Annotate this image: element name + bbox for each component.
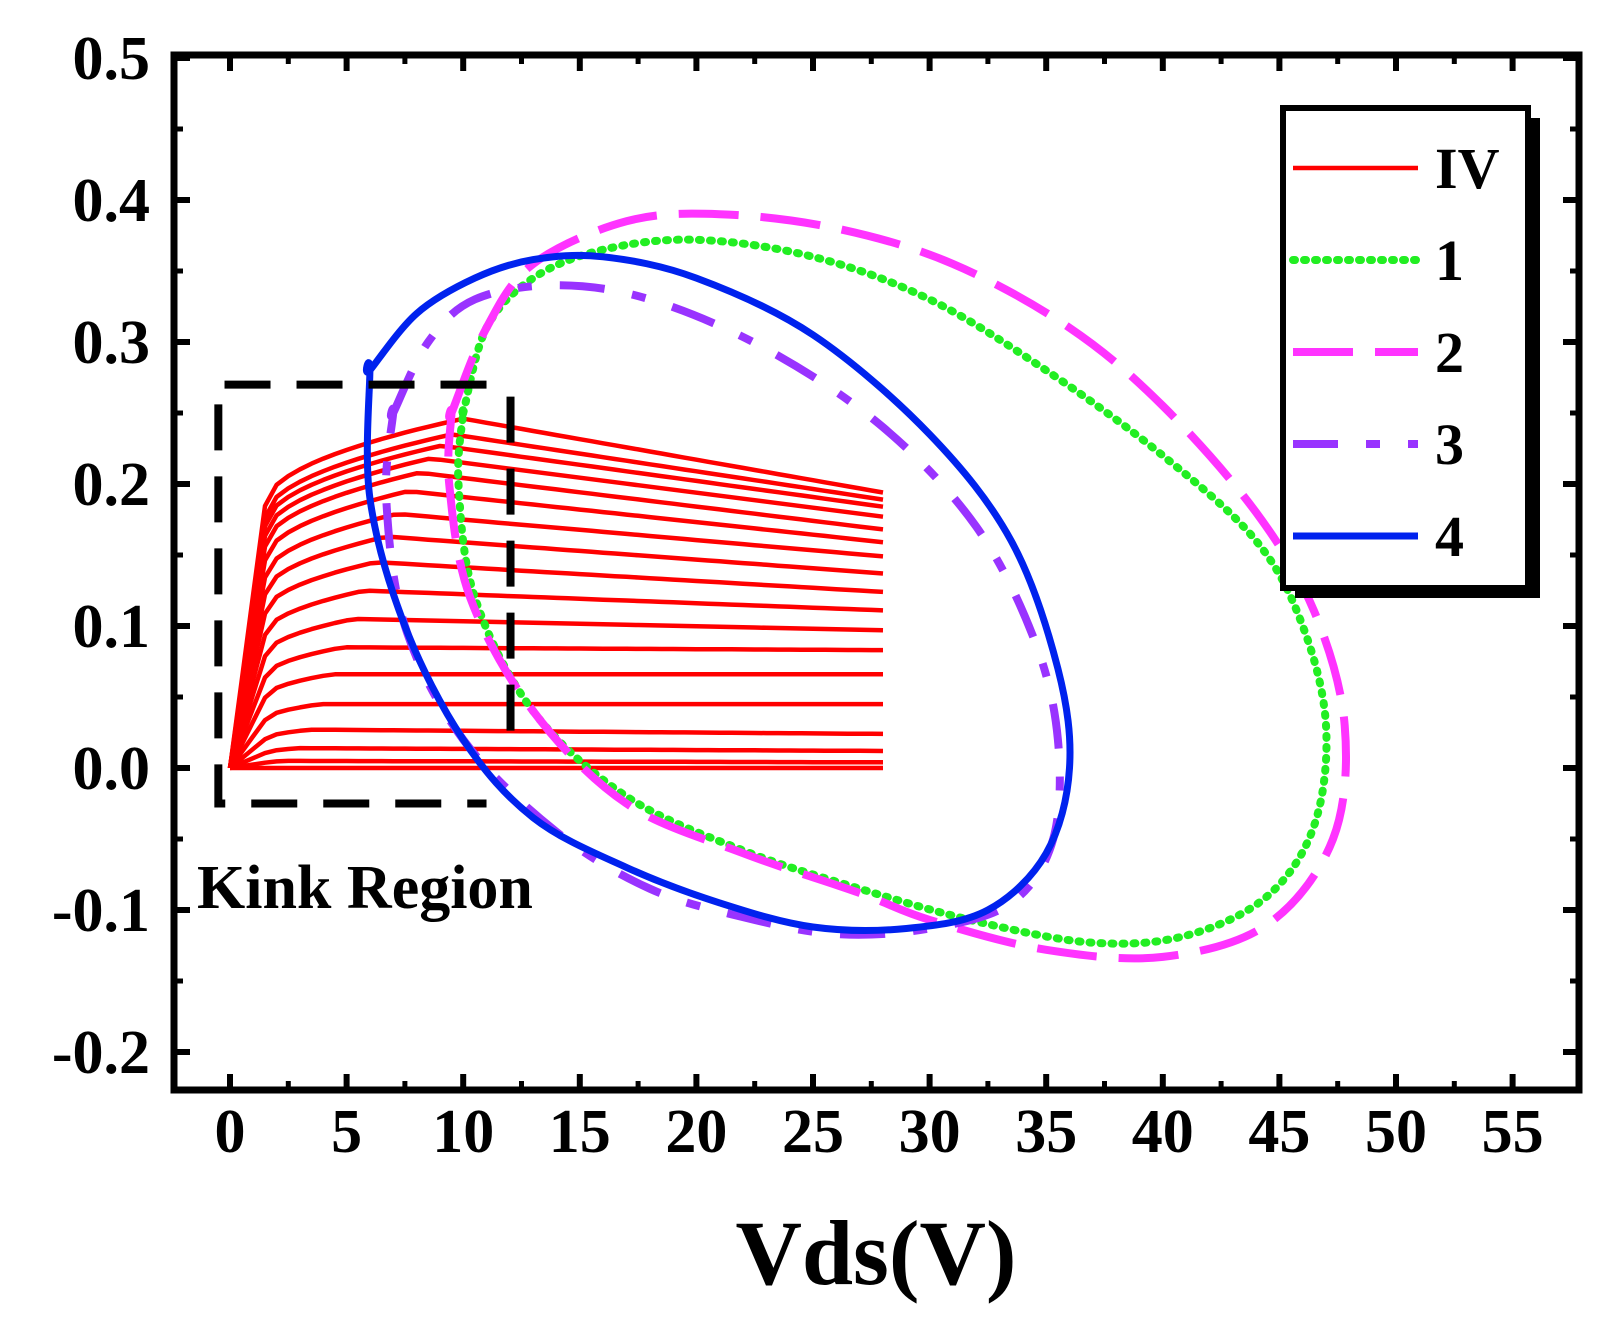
iv-curve-6 bbox=[227, 672, 883, 770]
iv-curve-4 bbox=[228, 727, 884, 770]
loop-series-4 bbox=[362, 251, 1074, 934]
legend-label-3: 3 bbox=[1435, 412, 1464, 477]
annotation-group: Kink Region bbox=[197, 380, 533, 922]
iv-curve-13 bbox=[227, 489, 884, 769]
y-tick-label: 0.1 bbox=[73, 593, 151, 661]
x-tick-label: 35 bbox=[1015, 1098, 1077, 1166]
x-tick-label: 15 bbox=[549, 1098, 611, 1166]
plot-frame bbox=[170, 51, 1583, 1094]
legend-label-IV: IV bbox=[1435, 136, 1500, 201]
iv-curve-8 bbox=[227, 616, 884, 769]
y-tick-label: 0.3 bbox=[73, 309, 151, 377]
iv-curve-5 bbox=[228, 701, 883, 770]
iv-curve-11 bbox=[227, 534, 884, 769]
x-tick-label: 20 bbox=[665, 1098, 727, 1166]
iv-curve-2 bbox=[229, 758, 883, 771]
legend-label-1: 1 bbox=[1435, 228, 1464, 293]
iv-curve-17 bbox=[227, 432, 884, 769]
legend-label-4: 4 bbox=[1435, 504, 1464, 569]
iv-curve-12 bbox=[227, 512, 884, 769]
x-tick-label: 5 bbox=[331, 1098, 362, 1166]
curves-group bbox=[227, 209, 1350, 963]
y-tick-label: -0.2 bbox=[52, 1019, 150, 1087]
y-tick-label: 0.4 bbox=[73, 167, 151, 235]
x-tick-label: 45 bbox=[1248, 1098, 1310, 1166]
x-tick-label: 40 bbox=[1132, 1098, 1194, 1166]
y-tick-label: 0.2 bbox=[73, 451, 151, 519]
y-tick-label: -0.1 bbox=[52, 877, 150, 945]
ticks-group: 0 5 10 15 20 25 30 35 40 45 50 55 -0.2 -0.1 0.0 0.1 0.2 0… bbox=[52, 25, 1579, 1166]
y-tick-label: 0.0 bbox=[73, 735, 151, 803]
iv-curve-18 bbox=[227, 416, 884, 769]
y-tick-label: 0.5 bbox=[73, 25, 151, 93]
x-tick-label: 30 bbox=[899, 1098, 961, 1166]
legend: IV 1 2 3 4 bbox=[1280, 105, 1540, 598]
iv-curve-9 bbox=[227, 588, 884, 769]
loop-series-2 bbox=[444, 209, 1350, 963]
iv-curve-16 bbox=[227, 443, 884, 769]
x-tick-label: 55 bbox=[1482, 1098, 1544, 1166]
iv-curve-7 bbox=[227, 645, 883, 769]
iv-curve-10 bbox=[227, 560, 884, 769]
x-tick-label: 25 bbox=[782, 1098, 844, 1166]
iv-curve-14 bbox=[227, 471, 884, 769]
legend-label-2: 2 bbox=[1435, 320, 1464, 385]
x-tick-label: 50 bbox=[1365, 1098, 1427, 1166]
x-tick-label: 10 bbox=[432, 1098, 494, 1166]
x-axis-title: Vds(V) bbox=[735, 1202, 1016, 1304]
x-tick-label: 0 bbox=[215, 1098, 246, 1166]
kink-region-box-outline bbox=[214, 380, 487, 808]
iv-curve-15 bbox=[227, 456, 884, 769]
kink-region-label: Kink Region bbox=[197, 854, 533, 922]
iv-curve-3 bbox=[229, 745, 884, 771]
